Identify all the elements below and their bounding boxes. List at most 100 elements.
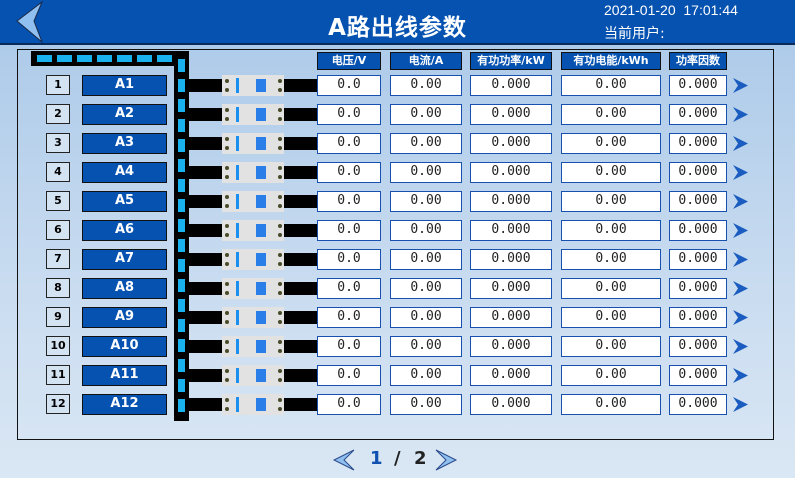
detail-arrow-icon[interactable] <box>732 106 749 123</box>
energy-value: 0.00 <box>561 133 661 154</box>
circuit-name-button[interactable]: A2 <box>82 104 167 125</box>
busbar-segment <box>178 279 185 292</box>
screw <box>278 117 282 121</box>
row-index: 3 <box>46 133 70 153</box>
circuit-name-button[interactable]: A1 <box>82 75 167 96</box>
breaker-indicator <box>236 397 239 412</box>
wire <box>189 369 222 382</box>
header-bar: A路出线参数 2021-01-20 17:01:44 当前用户: <box>0 0 795 45</box>
busbar-segment <box>178 299 185 312</box>
busbar-horizontal <box>31 51 189 66</box>
breaker-switch <box>256 311 266 324</box>
busbar-segment <box>178 239 185 252</box>
page-separator: / <box>394 448 401 469</box>
breaker-icon <box>222 162 284 183</box>
wire <box>284 311 317 324</box>
detail-arrow-icon[interactable] <box>732 251 749 268</box>
breaker-icon <box>222 307 284 328</box>
screw <box>278 175 282 179</box>
voltage-value: 0.0 <box>317 104 381 125</box>
row-index: 9 <box>46 307 70 327</box>
wire <box>189 398 222 411</box>
pf-value: 0.000 <box>669 191 727 212</box>
breaker-switch <box>256 195 266 208</box>
circuit-name-button[interactable]: A4 <box>82 162 167 183</box>
busbar-segment <box>178 219 185 232</box>
screw <box>278 137 282 141</box>
wire <box>284 340 317 353</box>
busbar-segment <box>178 319 185 332</box>
main-panel <box>17 49 774 440</box>
voltage-value: 0.0 <box>317 249 381 270</box>
wire <box>189 340 222 353</box>
power-value: 0.000 <box>470 278 552 299</box>
current-value: 0.00 <box>390 220 462 241</box>
detail-arrow-icon[interactable] <box>732 280 749 297</box>
screw <box>225 340 229 344</box>
pf-value: 0.000 <box>669 394 727 415</box>
prev-page-icon[interactable] <box>332 449 356 471</box>
busbar-segment <box>77 55 92 62</box>
energy-value: 0.00 <box>561 220 661 241</box>
wire <box>284 398 317 411</box>
wire <box>284 253 317 266</box>
wire <box>284 282 317 295</box>
breaker-icon <box>222 104 284 125</box>
circuit-name-button[interactable]: A6 <box>82 220 167 241</box>
busbar-segment <box>157 55 172 62</box>
detail-arrow-icon[interactable] <box>732 164 749 181</box>
current-value: 0.00 <box>390 394 462 415</box>
breaker-icon <box>222 278 284 299</box>
datetime: 2021-01-20 17:01:44 <box>604 2 738 18</box>
row-index: 5 <box>46 191 70 211</box>
breaker-indicator <box>236 78 239 93</box>
screw <box>278 369 282 373</box>
energy-value: 0.00 <box>561 336 661 357</box>
screw <box>225 108 229 112</box>
detail-arrow-icon[interactable] <box>732 135 749 152</box>
detail-arrow-icon[interactable] <box>732 338 749 355</box>
screw <box>278 166 282 170</box>
screw <box>278 262 282 266</box>
screw <box>225 320 229 324</box>
circuit-name-button[interactable]: A8 <box>82 278 167 299</box>
busbar-segment <box>178 379 185 392</box>
next-page-icon[interactable] <box>434 449 458 471</box>
detail-arrow-icon[interactable] <box>732 193 749 210</box>
back-arrow-icon[interactable] <box>14 1 46 43</box>
breaker-switch <box>256 137 266 150</box>
circuit-name-button[interactable]: A7 <box>82 249 167 270</box>
energy-value: 0.00 <box>561 394 661 415</box>
pf-value: 0.000 <box>669 278 727 299</box>
breaker-icon <box>222 133 284 154</box>
screw <box>278 282 282 286</box>
wire <box>189 282 222 295</box>
circuit-name-button[interactable]: A5 <box>82 191 167 212</box>
breaker-icon <box>222 365 284 386</box>
row-index: 8 <box>46 278 70 298</box>
screw <box>225 137 229 141</box>
circuit-name-button[interactable]: A9 <box>82 307 167 328</box>
voltage-value: 0.0 <box>317 75 381 96</box>
detail-arrow-icon[interactable] <box>732 77 749 94</box>
circuit-name-button[interactable]: A10 <box>82 336 167 357</box>
energy-value: 0.00 <box>561 162 661 183</box>
current-value: 0.00 <box>390 365 462 386</box>
detail-arrow-icon[interactable] <box>732 309 749 326</box>
detail-arrow-icon[interactable] <box>732 396 749 413</box>
detail-arrow-icon[interactable] <box>732 367 749 384</box>
pf-value: 0.000 <box>669 220 727 241</box>
current-value: 0.00 <box>390 133 462 154</box>
circuit-name-button[interactable]: A12 <box>82 394 167 415</box>
circuit-name-button[interactable]: A11 <box>82 365 167 386</box>
screw <box>278 204 282 208</box>
wire <box>284 137 317 150</box>
column-header: 功率因数 <box>669 52 727 70</box>
voltage-value: 0.0 <box>317 162 381 183</box>
breaker-switch <box>256 166 266 179</box>
circuit-name-button[interactable]: A3 <box>82 133 167 154</box>
breaker-indicator <box>236 165 239 180</box>
detail-arrow-icon[interactable] <box>732 222 749 239</box>
pf-value: 0.000 <box>669 336 727 357</box>
voltage-value: 0.0 <box>317 307 381 328</box>
